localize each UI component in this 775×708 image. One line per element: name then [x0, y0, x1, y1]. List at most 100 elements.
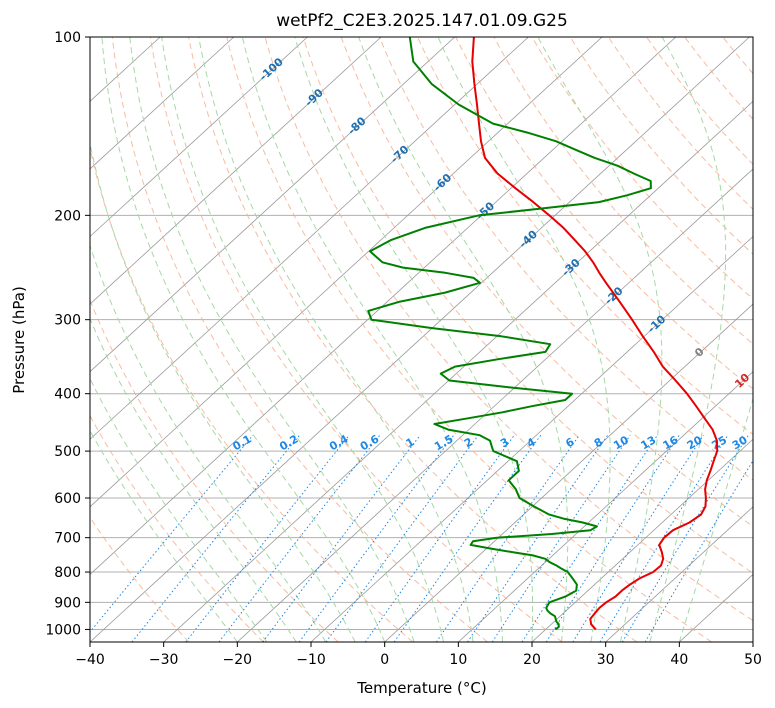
isotherm--60 — [90, 37, 603, 508]
mixing-ratio-line-8 — [393, 434, 542, 642]
mixing-ratio-label-16: 30 — [730, 433, 750, 452]
mixing-ratio-label-1: 0.2 — [277, 432, 300, 453]
x-tick-label-3: −10 — [296, 652, 326, 668]
isotherm-10 — [458, 371, 753, 642]
dry-adiabat-90 — [417, 37, 753, 436]
x-tick-label-7: 30 — [597, 652, 615, 668]
dry-adiabat-40 — [226, 37, 712, 642]
mixing-ratio-lines — [90, 434, 753, 642]
x-tick-label-6: 20 — [523, 652, 541, 668]
isotherm--110 — [90, 37, 235, 170]
moist-adiabat-0 — [101, 37, 386, 642]
sounding-series — [367, 37, 719, 631]
isotherm--100 — [90, 37, 308, 238]
isotherm--80 — [90, 37, 456, 373]
dry-adiabat-lines — [90, 37, 753, 642]
x-tick-label-9: 50 — [744, 652, 762, 668]
dry-adiabat--10 — [90, 298, 339, 642]
moist-adiabat-36 — [649, 37, 727, 642]
dry-adiabat-10 — [111, 37, 488, 642]
mixing-ratio-label-8: 4 — [525, 435, 538, 450]
isotherm-30 — [605, 506, 753, 642]
isotherm--40 — [90, 37, 750, 642]
mixing-ratio-line-17 — [644, 459, 753, 642]
y-tick-label-5: 600 — [54, 491, 81, 507]
dry-adiabat-130 — [569, 37, 753, 255]
moist-adiabat-24 — [358, 37, 569, 642]
mixing-ratio-label-5: 1.5 — [432, 432, 455, 453]
mixing-ratio-label-4: 1 — [404, 435, 417, 450]
dry-adiabat-140 — [607, 37, 753, 211]
x-axis: −40 −30 −20 −10 0 10 20 30 40 50 — [75, 642, 762, 668]
dry-adiabat-60 — [302, 37, 753, 574]
isotherm--70 — [90, 37, 529, 440]
dry-adiabat-50 — [264, 37, 753, 622]
x-tick-label-8: 40 — [670, 652, 688, 668]
isotherm-0 — [384, 303, 753, 642]
mixing-ratio-label-6: 2 — [462, 435, 475, 450]
isotherm--10 — [310, 235, 753, 642]
mixing-ratio-line-5 — [298, 434, 455, 642]
dry-adiabat-150 — [646, 37, 753, 166]
x-axis-title: Temperature (°C) — [356, 679, 486, 697]
y-axis: 100 200 300 400 500 600 700 800 900 1000 — [45, 30, 90, 638]
mixing-ratio-line-14 — [572, 434, 704, 642]
dry-adiabat-120 — [531, 37, 753, 300]
mixing-ratio-label-3: 0.6 — [358, 432, 382, 453]
mixing-ratio-label-13: 16 — [661, 433, 681, 452]
mixing-ratio-label-2: 0.4 — [327, 432, 351, 453]
mixing-ratio-line-11 — [491, 434, 631, 642]
y-tick-label-6: 700 — [54, 531, 81, 547]
mixing-ratio-line-0 — [90, 434, 254, 633]
mixing-ratio-label-0: 0.1 — [231, 432, 254, 453]
moist-adiabat--8 — [90, 244, 327, 642]
y-tick-label-9: 1000 — [45, 622, 81, 638]
plot-frame — [89, 36, 754, 643]
chart-title: wetPf2_C2E3.2025.147.01.09.G25 — [276, 11, 568, 31]
y-tick-label-8: 900 — [54, 595, 81, 611]
dry-adiabat--30 — [90, 516, 190, 642]
y-tick-label-3: 400 — [54, 387, 81, 403]
moist-adiabat-32 — [537, 37, 663, 642]
dry-adiabat-20 — [150, 37, 563, 642]
x-tick-label-2: −20 — [223, 652, 253, 668]
temperature-profile — [471, 37, 719, 631]
grid-lines — [90, 37, 753, 630]
mixing-ratio-line-13 — [545, 434, 680, 642]
y-tick-label-2: 300 — [54, 313, 81, 329]
moist-adiabat-40 — [678, 396, 753, 642]
moist-adiabat-20 — [294, 37, 534, 642]
mixing-ratio-line-15 — [599, 434, 729, 642]
isotherm-lines — [90, 37, 753, 642]
mixing-ratio-label-17: 36 — [751, 433, 771, 452]
mixing-ratio-line-9 — [435, 434, 580, 642]
mixing-ratio-label-12: 13 — [639, 433, 659, 452]
y-axis-title: Pressure (hPa) — [10, 286, 28, 394]
dry-adiabat-170 — [722, 37, 753, 75]
y-tick-label-0: 100 — [54, 30, 81, 46]
mixing-ratio-label-9: 6 — [563, 435, 576, 450]
x-tick-label-5: 10 — [449, 652, 467, 668]
dry-adiabat-30 — [188, 37, 638, 642]
mixing-ratio-line-1 — [131, 434, 300, 642]
isotherm--20 — [237, 168, 753, 642]
moist-adiabat--4 — [90, 140, 356, 642]
isotherm--50 — [90, 37, 677, 575]
moist-adiabat-12 — [198, 37, 474, 642]
mixing-ratio-label-11: 10 — [611, 433, 631, 452]
y-tick-label-1: 200 — [54, 208, 81, 224]
dry-adiabat--20 — [90, 414, 264, 642]
dry-adiabat-80 — [378, 37, 753, 481]
y-tick-label-7: 800 — [54, 565, 81, 581]
plot-area: 0.1 0.2 0.4 0.6 1 1.5 2 3 4 6 8 10 13 16 20 25 30 36-100-… — [90, 37, 771, 642]
mixing-ratio-line-12 — [521, 434, 658, 642]
moist-adiabat--12 — [90, 317, 297, 642]
x-tick-label-1: −30 — [149, 652, 179, 668]
dewpoint-profile — [367, 37, 652, 631]
mixing-ratio-line-3 — [218, 434, 381, 642]
y-tick-label-4: 500 — [54, 444, 81, 460]
moist-adiabat--20 — [90, 429, 238, 642]
moist-adiabat--16 — [90, 377, 268, 642]
mixing-ratio-label-10: 8 — [592, 435, 605, 450]
